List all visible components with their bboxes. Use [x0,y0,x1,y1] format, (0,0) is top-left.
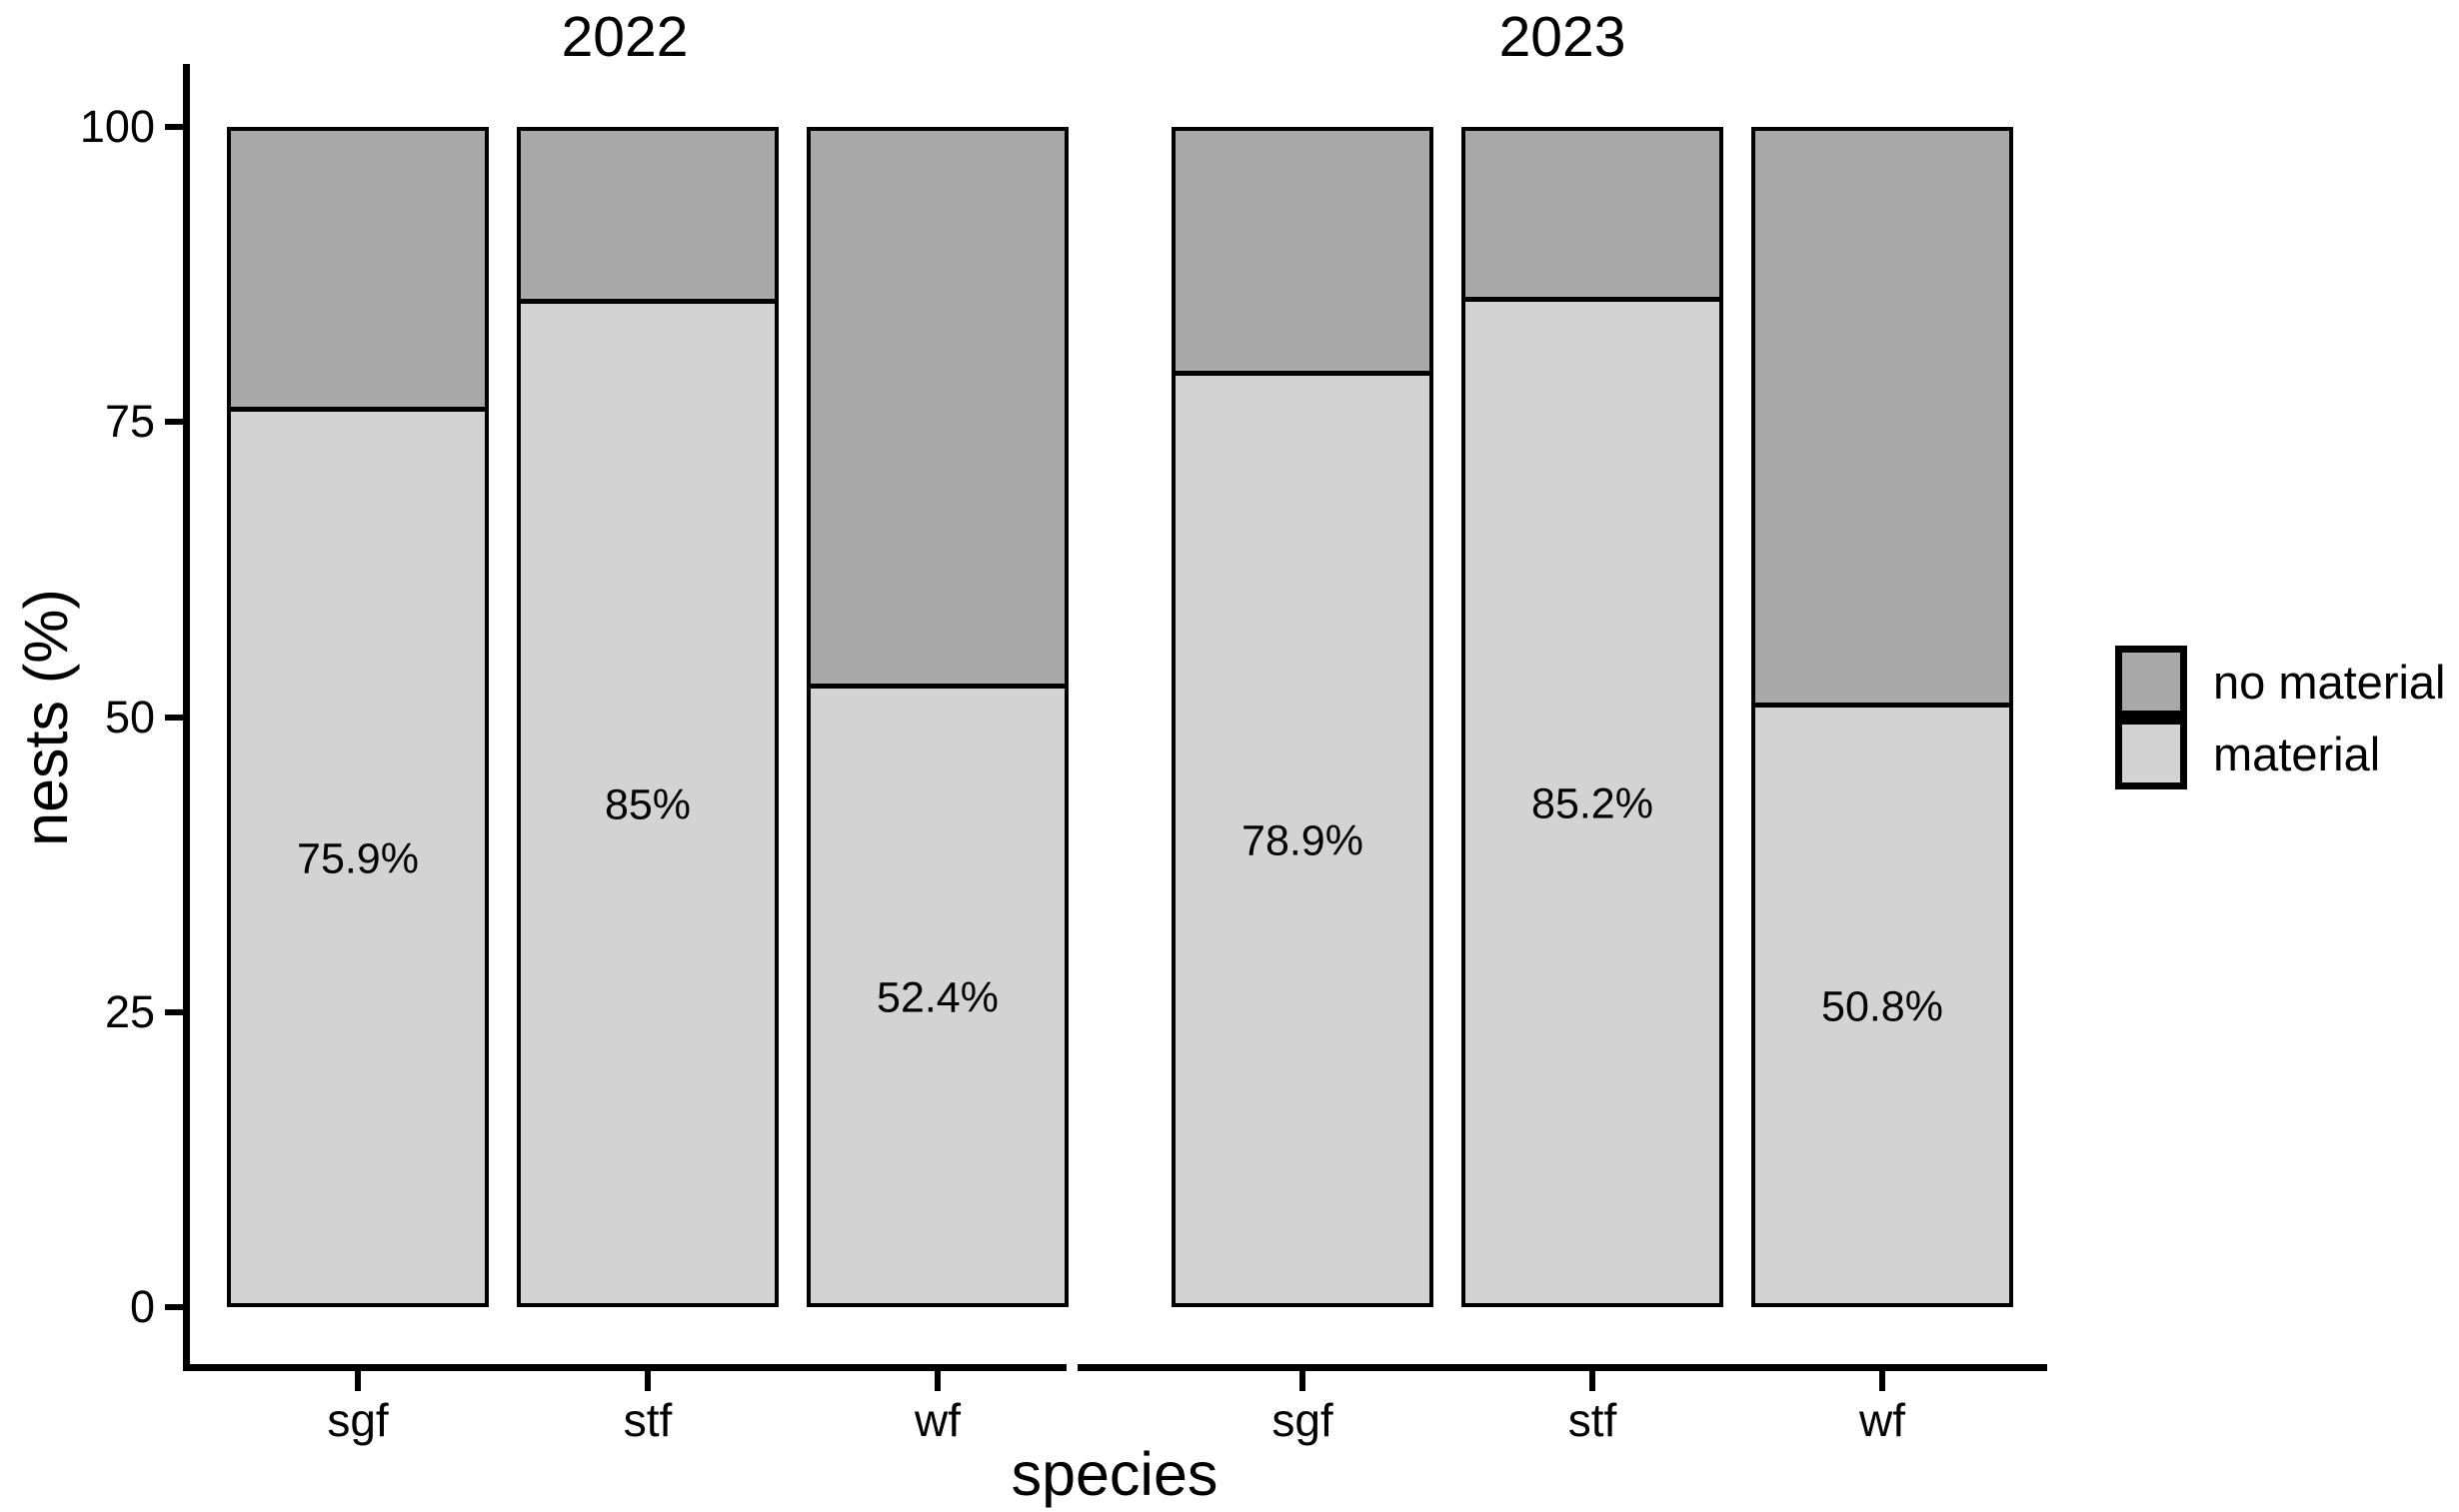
x-tick-mark [645,1371,651,1391]
x-tick-label: stf [1567,1394,1617,1446]
legend-key-material-swatch [2115,718,2187,789]
x-tick-mark [935,1371,941,1391]
x-axis-line [1078,1364,2047,1371]
y-tick-mark [165,1008,183,1015]
x-tick-label: wf [1859,1394,1905,1446]
bar-percent-label: 85.2% [1531,779,1653,828]
bar-percent-label: 50.8% [1821,982,1943,1031]
x-tick-label: wf [915,1394,961,1446]
bar-segment-no-material [1172,127,1433,376]
bar-segment-material [517,304,779,1307]
x-axis-title: species [1011,1440,1219,1508]
y-tick-mark [165,714,183,721]
x-tick-mark [1299,1371,1305,1391]
bar-segment-material [227,412,489,1307]
bar-segment-no-material [227,127,489,412]
y-axis-line [183,64,190,1371]
bar-percent-label: 52.4% [877,973,999,1022]
bar-percent-label: 78.9% [1241,816,1363,865]
bar-segment-no-material [807,127,1069,689]
bar-segment-no-material [1461,127,1723,302]
y-tick-label: 50 [104,691,155,743]
legend-label-material: material [2213,727,2381,780]
bar-segment-no-material [1751,127,2013,708]
x-tick-label: stf [623,1394,673,1446]
bar-segment-material [1172,376,1433,1307]
bar-percent-label: 85% [604,780,692,829]
legend-entry-no-material: no material [2115,646,2446,718]
y-tick-label: 25 [104,985,155,1037]
x-tick-mark [1589,1371,1595,1391]
y-tick-label: 75 [104,396,155,448]
x-tick-mark [355,1371,361,1391]
bar-segment-material [1751,708,2013,1307]
bar-2022-stf [517,127,779,1307]
legend: no material material [2115,646,2446,789]
y-tick-mark [165,1304,183,1310]
y-tick-mark [165,419,183,426]
bar-2023-wf [1751,127,2013,1307]
x-tick-label: sgf [327,1394,389,1446]
y-tick-mark [165,124,183,130]
bar-2022-wf [807,127,1069,1307]
bar-percent-label: 75.9% [297,834,419,883]
bar-2023-stf [1461,127,1723,1307]
facet-strip-title-2023: 2023 [1498,5,1626,69]
legend-key-no-material-swatch [2115,646,2187,718]
bar-segment-no-material [517,127,779,304]
x-tick-label: sgf [1271,1394,1333,1446]
legend-label-no-material: no material [2213,655,2446,709]
x-tick-mark [1879,1371,1885,1391]
bar-segment-material [807,689,1069,1307]
y-tick-label: 100 [79,101,155,152]
bar-2023-sgf [1172,127,1433,1307]
y-tick-label: 0 [129,1281,155,1332]
bar-segment-material [1461,302,1723,1307]
x-axis-line [183,1364,1067,1371]
legend-entry-material: material [2115,718,2446,789]
bar-2022-sgf [227,127,489,1307]
facet-strip-title-2022: 2022 [561,5,689,69]
